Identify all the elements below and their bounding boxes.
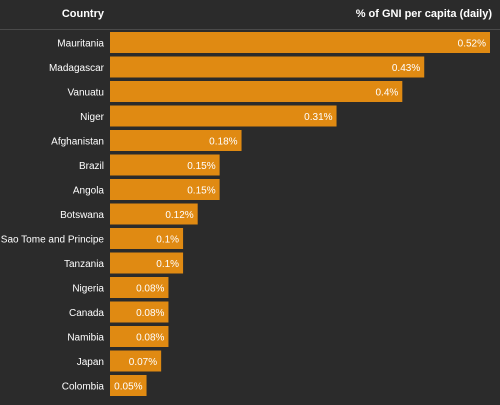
bar	[110, 179, 220, 200]
bar	[110, 301, 169, 323]
value-label: 0.08%	[136, 308, 164, 319]
category-label: Afghanistan	[51, 137, 104, 148]
value-label: 0.52%	[458, 39, 486, 50]
bar	[110, 326, 169, 347]
category-label: Niger	[80, 112, 105, 123]
value-label: 0.43%	[392, 63, 420, 74]
category-label: Angola	[73, 186, 105, 197]
bar	[110, 32, 490, 53]
category-label: Sao Tome and Principe	[1, 235, 105, 246]
metric-column-header: % of GNI per capita (daily)	[355, 8, 492, 20]
value-label: 0.12%	[165, 210, 193, 221]
value-label: 0.15%	[187, 161, 215, 172]
bar	[110, 105, 337, 127]
category-label: Nigeria	[72, 284, 104, 295]
category-label: Namibia	[67, 333, 104, 344]
bar	[110, 252, 184, 274]
bar	[110, 81, 403, 102]
value-label: 0.07%	[129, 357, 157, 368]
bar	[110, 228, 184, 249]
value-label: 0.1%	[156, 235, 179, 246]
table-header: Country % of GNI per capita (daily)	[0, 0, 500, 30]
bar	[110, 375, 147, 396]
category-label: Botswana	[60, 210, 104, 221]
category-label: Madagascar	[49, 63, 105, 74]
bar	[110, 350, 162, 372]
bar	[110, 130, 242, 151]
country-column-header: Country	[61, 8, 104, 20]
value-label: 0.31%	[304, 112, 332, 123]
category-label: Colombia	[62, 382, 105, 393]
bar	[110, 203, 198, 225]
value-label: 0.08%	[136, 284, 164, 295]
bar	[110, 56, 425, 78]
category-label: Japan	[77, 357, 104, 368]
category-label: Mauritania	[57, 39, 104, 50]
value-label: 0.1%	[156, 259, 179, 270]
category-label: Vanuatu	[67, 88, 104, 99]
value-label: 0.15%	[187, 186, 215, 197]
value-label: 0.08%	[136, 333, 164, 344]
category-label: Brazil	[79, 161, 104, 172]
category-label: Canada	[69, 308, 104, 319]
value-label: 0.4%	[376, 88, 399, 99]
value-label: 0.05%	[114, 382, 142, 393]
category-label: Tanzania	[64, 259, 104, 270]
bar	[110, 154, 220, 176]
value-label: 0.18%	[209, 137, 237, 148]
bar	[110, 277, 169, 298]
